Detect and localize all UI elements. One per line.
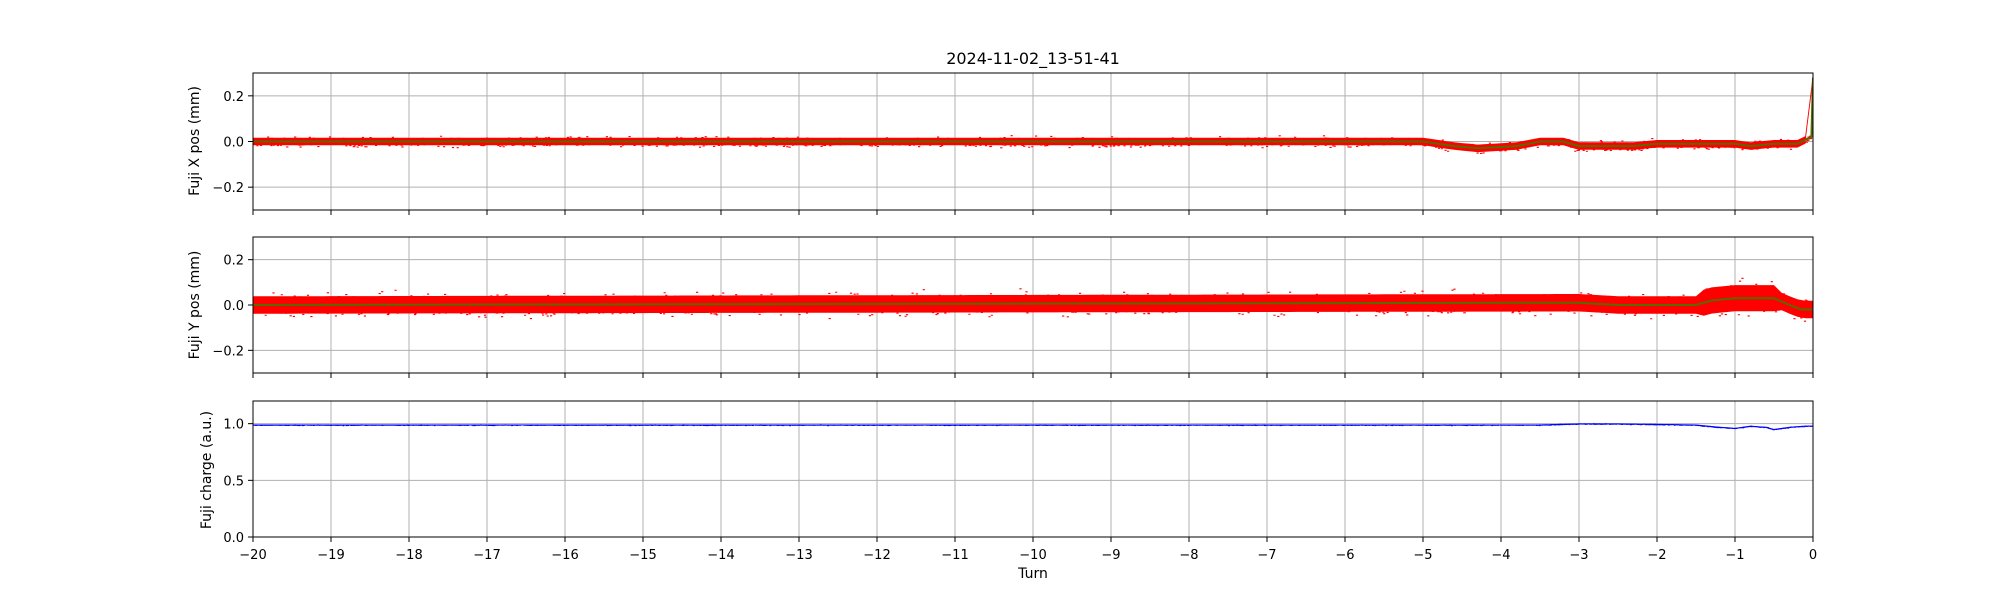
panel-2: −0.2 0.0 0.2: [212, 236, 1814, 378]
x-tick-label: −1: [1725, 548, 1744, 563]
x-tick-label: −5: [1413, 548, 1432, 563]
x-tick-label: −13: [785, 548, 812, 563]
x-tick-label: −7: [1257, 548, 1276, 563]
x-tick-label: −8: [1179, 548, 1198, 563]
x-tick-label: −9: [1101, 548, 1120, 563]
mean-trend-line: [253, 77, 1813, 150]
x-tick-label: −3: [1569, 548, 1588, 563]
x-tick-label: −12: [863, 548, 890, 563]
y-pos-ylabel: Fuji Y pos (mm): [187, 251, 203, 360]
scatter-points: [253, 85, 1813, 154]
x-tick-label: −17: [473, 548, 500, 563]
data-points: [253, 423, 1813, 431]
chart-title: 2024-11-02_13-51-41: [946, 49, 1120, 69]
panel-1: −0.2 0.0 0.2: [212, 72, 1814, 215]
x-tick-label: −19: [317, 548, 344, 563]
x-tick-label: −15: [629, 548, 656, 563]
x-pos-ylabel: Fuji X pos (mm): [187, 86, 203, 196]
x-tick-label: −14: [707, 548, 734, 563]
x-axis-label: Turn: [1017, 566, 1048, 582]
y-tick-label: 0.2: [223, 254, 244, 269]
y-tick-label: −0.2: [212, 344, 244, 359]
panel-3: 0.00.51.0−20 −19 −18 −17 −16 −15 −14 −13 −12 −11−…: [223, 400, 1817, 563]
y-tick-label: 0.5: [223, 474, 244, 489]
y-tick-label: 0.0: [223, 136, 244, 151]
x-tick-label: −10: [1019, 548, 1046, 563]
x-tick-label: −6: [1335, 548, 1354, 563]
x-tick-label: −11: [941, 548, 968, 563]
data-points: [253, 277, 1813, 322]
scatter-points: [253, 423, 1813, 431]
x-tick-label: −20: [239, 548, 266, 563]
charge-ylabel: Fuji charge (a.u.): [199, 411, 215, 529]
x-tick-label: −4: [1491, 548, 1510, 563]
x-tick-label: 0: [1809, 548, 1817, 563]
x-tick-label: −18: [395, 548, 422, 563]
y-tick-label: 1.0: [223, 418, 244, 433]
y-tick-label: 0.2: [223, 90, 244, 105]
y-tick-label: 0.0: [223, 531, 244, 546]
y-tick-label: 0.0: [223, 299, 244, 314]
mean-trend-line: [253, 297, 1813, 311]
x-tick-label: −2: [1647, 548, 1666, 563]
x-tick-label: −16: [551, 548, 578, 563]
data-points: [253, 73, 1813, 154]
y-tick-label: −0.2: [212, 181, 244, 196]
